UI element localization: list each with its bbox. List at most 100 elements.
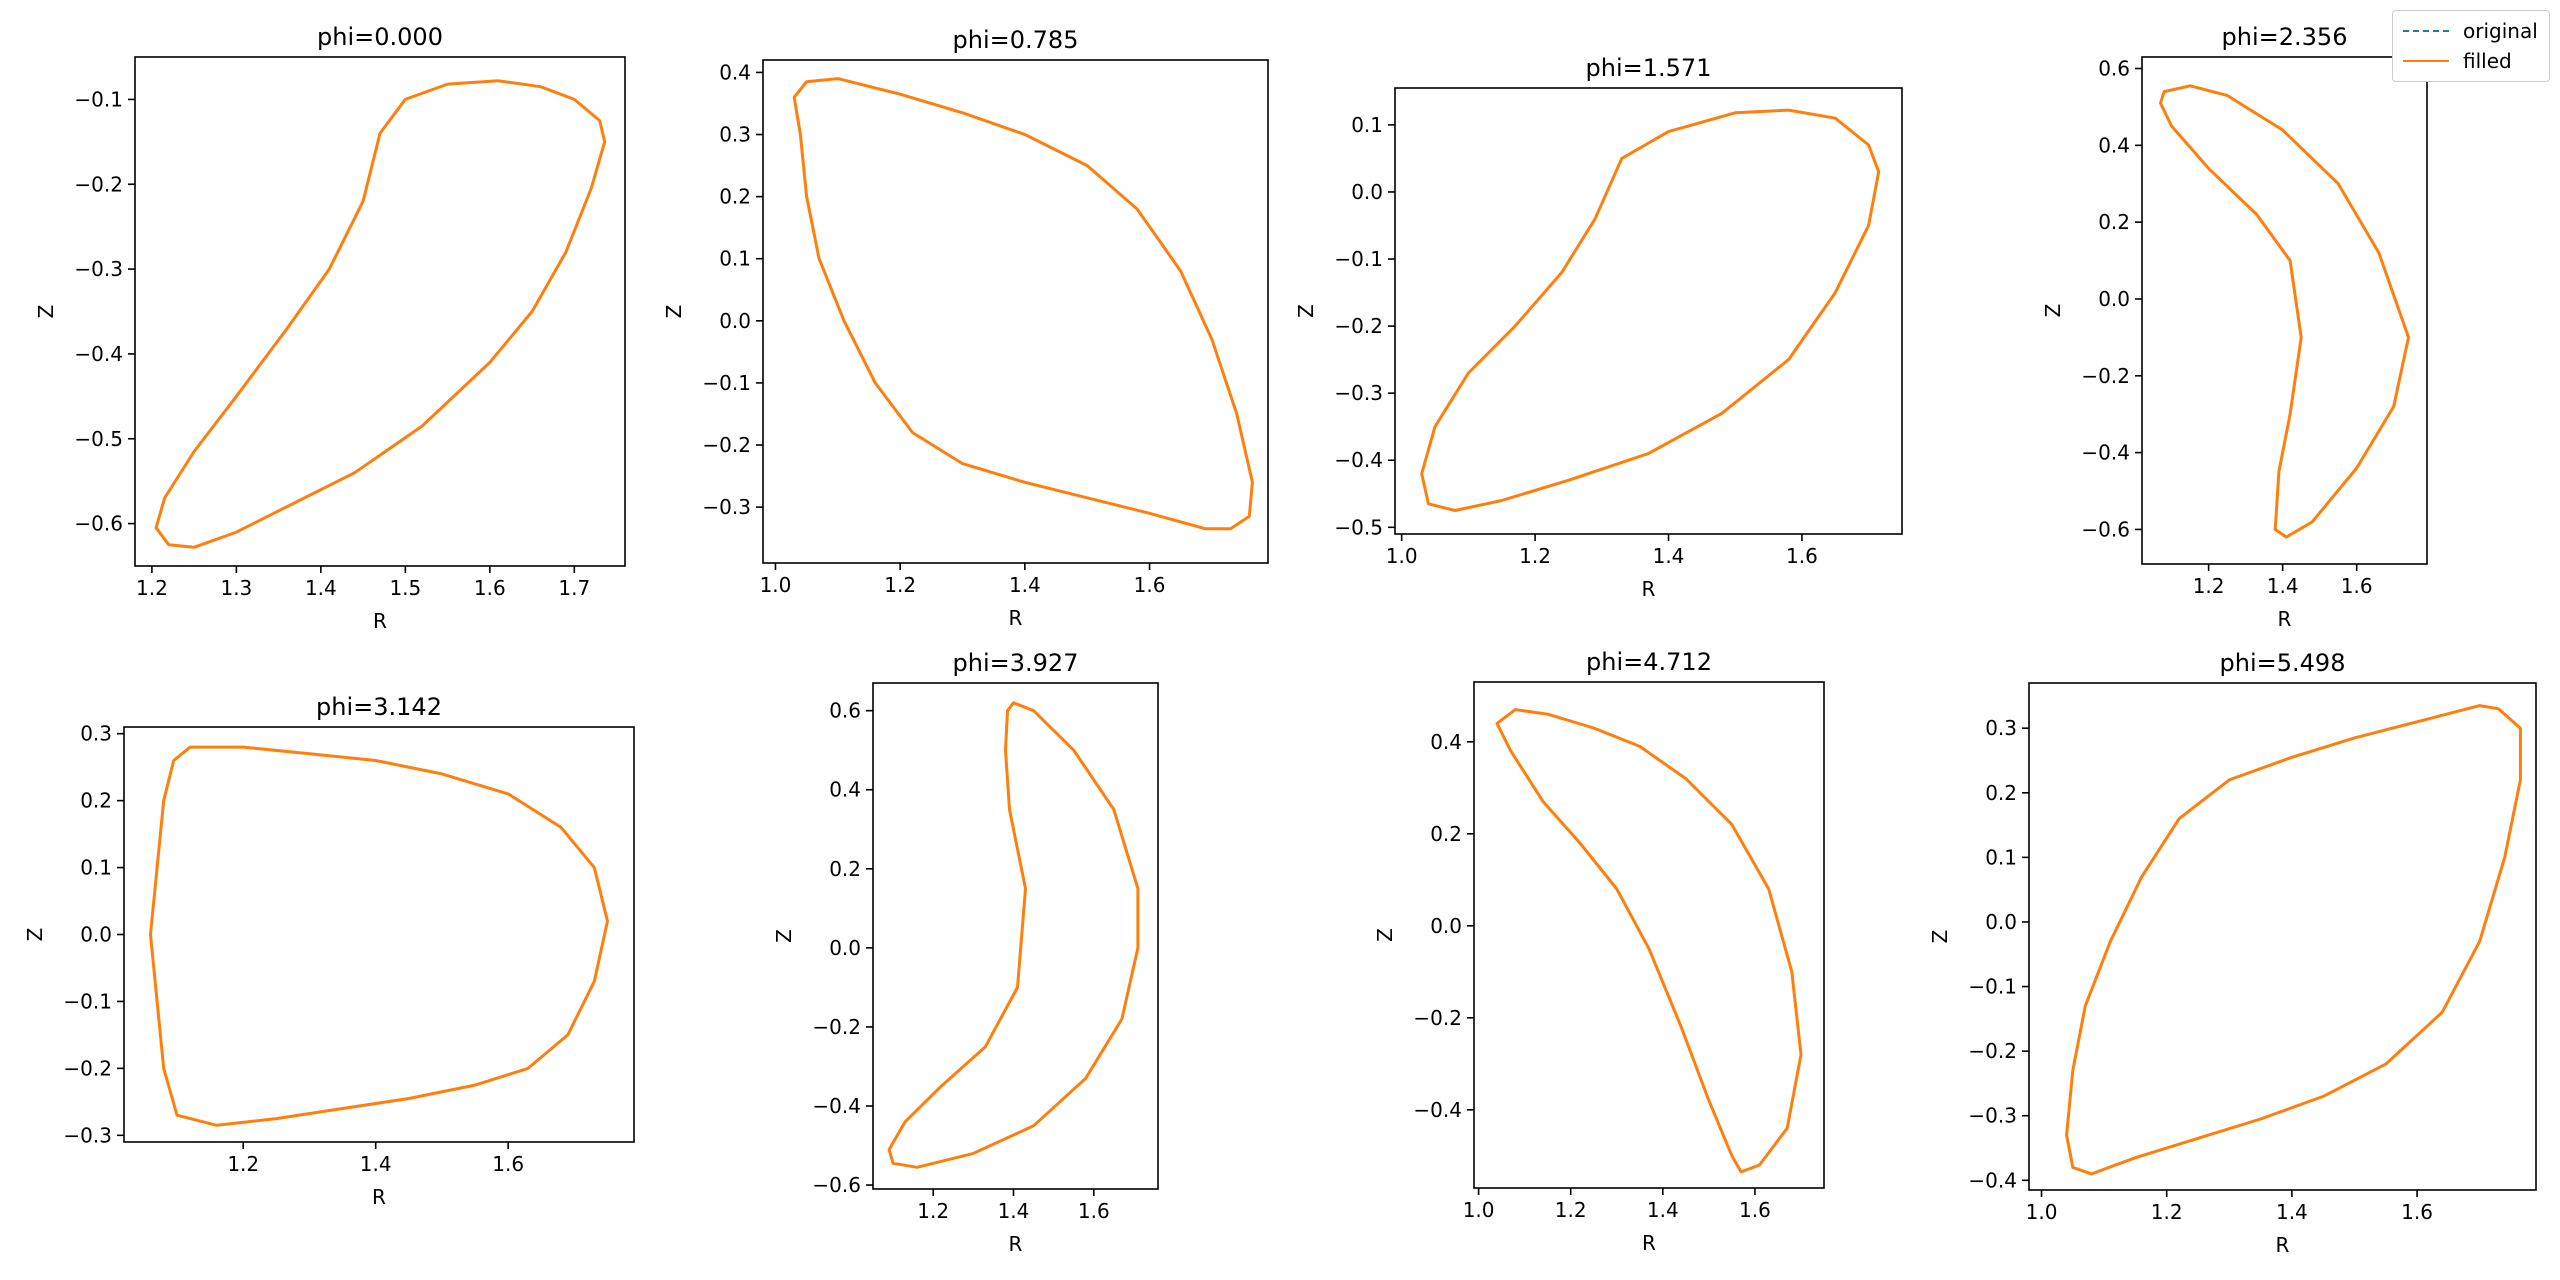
y-tick-label: −0.5 [74, 427, 123, 451]
x-tick-label: 1.5 [389, 576, 421, 600]
y-tick-label: −0.4 [1334, 448, 1383, 472]
y-tick-label: −0.1 [74, 87, 123, 111]
x-tick-label: 1.0 [760, 573, 792, 597]
y-tick-label: 0.3 [1985, 716, 2017, 740]
y-tick-label: 0.4 [1430, 730, 1462, 754]
y-tick-label: −0.2 [1968, 1039, 2017, 1063]
axes-frame [2141, 56, 2428, 565]
y-tick-label: −0.3 [1968, 1104, 2017, 1128]
subplot-2: 1.0 1.2 1.4 1.6 −0.3 −0.2 −0.1 0.0 0.1 0.2 0.3 0.4 p… [662, 26, 1269, 630]
y-axis-label: Z [34, 305, 58, 319]
subplot-title: phi=3.142 [316, 693, 442, 721]
x-axis-label: R [2278, 607, 2292, 631]
y-axis-label: Z [772, 929, 796, 943]
series-line-filled [2159, 84, 2410, 539]
x-tick-label: 1.6 [1134, 573, 1166, 597]
x-tick-label: 1.7 [558, 576, 590, 600]
x-tick-label: 1.4 [1647, 1198, 1679, 1222]
y-tick-label: −0.2 [702, 433, 751, 457]
subplot-1: 1.2 1.3 1.4 1.5 1.6 1.7 −0.6 −0.5 −0.4 −0.3 −0.2 −0… [34, 23, 626, 633]
legend-item-filled: filled [2403, 49, 2512, 73]
x-tick-label: 1.2 [884, 573, 916, 597]
x-tick-label: 1.2 [2193, 574, 2225, 598]
subplot-title: phi=3.927 [953, 649, 1079, 677]
series-line-filled [792, 77, 1254, 531]
x-axis-label: R [1642, 1231, 1656, 1255]
y-tick-label: 0.3 [80, 722, 112, 746]
y-tick-label: 0.6 [2098, 57, 2130, 81]
x-tick-label: 1.6 [2341, 574, 2373, 598]
series-line-filled [887, 701, 1140, 1169]
y-tick-label: 0.0 [2098, 287, 2130, 311]
subplot-8: 1.0 1.2 1.4 1.6 −0.4 −0.3 −0.2 −0.1 0.0 0.1 0.2 0.3… [1928, 649, 2537, 1257]
y-tick-label: −0.1 [1968, 975, 2017, 999]
x-tick-label: 1.4 [1009, 573, 1041, 597]
y-tick-label: −0.6 [2081, 517, 2130, 541]
y-tick-label: 0.2 [1430, 822, 1462, 846]
y-tick-label: −0.4 [1968, 1168, 2017, 1192]
y-tick-label: 0.2 [80, 789, 112, 813]
y-tick-label: 0.1 [1351, 113, 1383, 137]
legend-swatch-original [2403, 30, 2449, 32]
x-axis-label: R [372, 1185, 386, 1209]
y-tick-label: −0.3 [702, 495, 751, 519]
subplot-3: 1.0 1.2 1.4 1.6 −0.5 −0.4 −0.3 −0.2 −0.1 0.0 0.1 ph… [1294, 54, 1903, 601]
subplot-title: phi=5.498 [2220, 649, 2346, 677]
y-tick-label: −0.4 [812, 1094, 861, 1118]
series-line-filled [1495, 708, 1803, 1174]
legend-label-original: original [2463, 19, 2538, 43]
x-tick-label: 1.2 [2151, 1200, 2183, 1224]
x-tick-label: 1.6 [492, 1152, 524, 1176]
y-tick-label: 0.6 [829, 699, 861, 723]
y-tick-label: 0.0 [1351, 180, 1383, 204]
series-line-filled [2065, 704, 2522, 1176]
x-tick-label: 1.2 [917, 1199, 949, 1223]
x-tick-label: 1.4 [2276, 1200, 2308, 1224]
x-tick-label: 1.6 [1786, 544, 1818, 568]
subplot-6: 1.2 1.4 1.6 −0.6 −0.4 −0.2 0.0 0.2 0.4 0.6 phi=3.9… [772, 649, 1159, 1256]
x-tick-label: 1.6 [474, 576, 506, 600]
axes-frame [123, 726, 635, 1143]
axes-frame [762, 59, 1269, 564]
y-tick-label: −0.4 [1413, 1098, 1462, 1122]
y-tick-label: 0.0 [1985, 910, 2017, 934]
x-tick-label: 1.0 [1386, 544, 1418, 568]
y-tick-label: 0.4 [2098, 133, 2130, 157]
y-tick-label: 0.0 [719, 309, 751, 333]
x-tick-label: 1.2 [1555, 1198, 1587, 1222]
y-tick-label: −0.2 [812, 1015, 861, 1039]
subplot-title: phi=4.712 [1586, 648, 1712, 676]
subplot-5: 1.2 1.4 1.6 −0.3 −0.2 −0.1 0.0 0.1 0.2 0.3 phi=3.1… [23, 693, 635, 1209]
x-tick-label: 1.4 [1653, 544, 1685, 568]
y-tick-label: −0.4 [2081, 441, 2130, 465]
y-tick-label: −0.2 [74, 172, 123, 196]
y-tick-label: 0.0 [1430, 914, 1462, 938]
x-axis-label: R [2276, 1233, 2290, 1257]
y-tick-label: 0.2 [719, 185, 751, 209]
y-tick-label: −0.2 [1334, 314, 1383, 338]
y-tick-label: 0.4 [829, 778, 861, 802]
x-tick-label: 1.4 [2267, 574, 2299, 598]
subplot-title: phi=0.785 [953, 26, 1079, 54]
x-axis-label: R [373, 609, 387, 633]
x-tick-label: 1.4 [998, 1199, 1030, 1223]
y-axis-label: Z [1928, 930, 1952, 944]
legend-label-filled: filled [2463, 49, 2512, 73]
y-tick-label: 0.1 [719, 247, 751, 271]
x-axis-label: R [1009, 606, 1023, 630]
y-tick-label: −0.2 [63, 1056, 112, 1080]
subplot-4: 1.2 1.4 1.6 −0.6 −0.4 −0.2 0.0 0.2 0.4 0.6 phi=2.3… [2041, 23, 2428, 631]
y-tick-label: 0.3 [719, 123, 751, 147]
y-tick-label: −0.4 [74, 342, 123, 366]
y-tick-label: −0.1 [63, 989, 112, 1013]
axes-frame [2028, 682, 2537, 1191]
x-tick-label: 1.2 [1519, 544, 1551, 568]
legend-item-original: original [2403, 19, 2538, 43]
x-tick-label: 1.2 [136, 576, 168, 600]
series-line-filled [1420, 108, 1881, 512]
y-tick-label: 0.0 [829, 936, 861, 960]
subplot-title: phi=0.000 [317, 23, 443, 51]
legend: original filled [2392, 10, 2550, 82]
x-tick-label: 1.3 [220, 576, 252, 600]
